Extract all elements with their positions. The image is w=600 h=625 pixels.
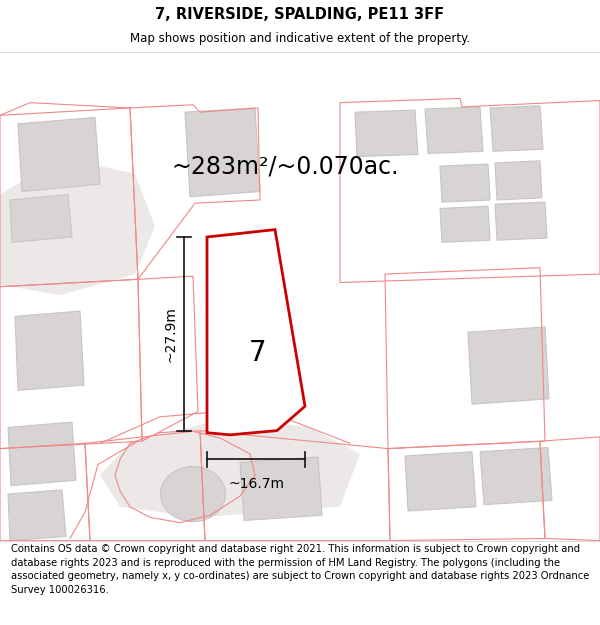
Polygon shape [15,311,84,391]
Polygon shape [495,202,547,240]
Polygon shape [490,106,543,151]
Polygon shape [405,452,476,511]
Polygon shape [18,118,100,191]
Text: 7: 7 [249,339,267,367]
Polygon shape [355,110,418,157]
Text: 7, RIVERSIDE, SPALDING, PE11 3FF: 7, RIVERSIDE, SPALDING, PE11 3FF [155,7,445,22]
Text: Contains OS data © Crown copyright and database right 2021. This information is : Contains OS data © Crown copyright and d… [11,544,589,595]
Ellipse shape [161,467,226,522]
Polygon shape [10,195,72,242]
Polygon shape [480,448,552,504]
Polygon shape [468,327,549,404]
Polygon shape [0,158,155,295]
Polygon shape [185,108,260,197]
Polygon shape [240,457,322,521]
Polygon shape [8,422,76,486]
Polygon shape [425,107,483,153]
Polygon shape [8,490,66,541]
Text: ~283m²/~0.070ac.: ~283m²/~0.070ac. [171,154,399,178]
Polygon shape [440,164,490,202]
Polygon shape [100,417,360,518]
Text: Map shows position and indicative extent of the property.: Map shows position and indicative extent… [130,32,470,46]
Polygon shape [440,206,490,242]
Polygon shape [495,161,542,200]
Text: ~16.7m: ~16.7m [228,477,284,491]
Polygon shape [214,274,275,391]
Text: ~27.9m: ~27.9m [163,306,177,362]
Polygon shape [207,229,305,435]
